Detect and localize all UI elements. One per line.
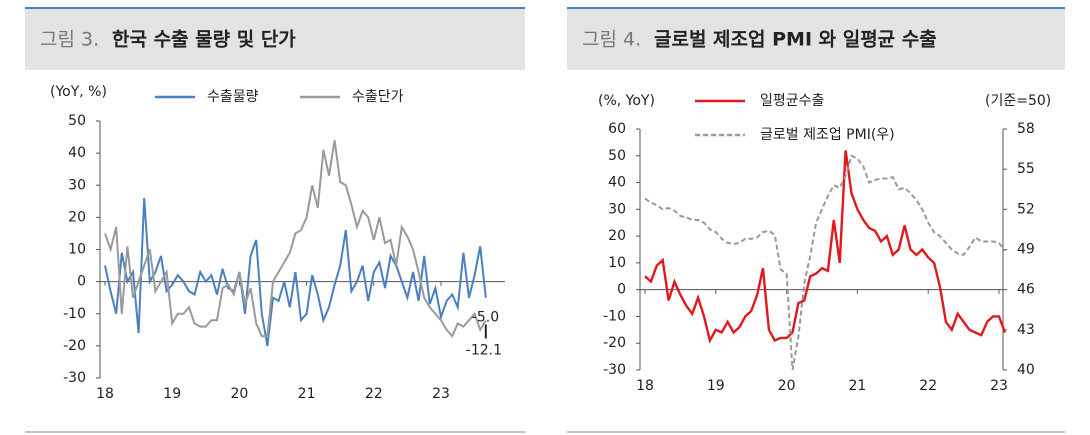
y2-tick-label: 52 [1017, 201, 1035, 217]
y-tick-label: 20 [608, 228, 626, 244]
title-bar [25, 8, 525, 70]
y2-tick-label: 49 [1017, 242, 1035, 258]
series-line [644, 150, 1007, 344]
y-tick-label: 60 [608, 121, 626, 137]
y-tick-label: 10 [608, 255, 626, 271]
x-tick-label: 22 [919, 378, 937, 394]
y-tick-label: 0 [617, 282, 626, 298]
x-tick-label: 19 [163, 386, 181, 402]
y-tick-label: -10 [603, 308, 626, 324]
y-tick-label: -10 [63, 306, 86, 322]
y-tick-label: 0 [77, 274, 86, 290]
x-tick-label: 23 [990, 378, 1008, 394]
chart-title: 글로벌 제조업 PMI 와 일평균 수출 [654, 29, 937, 51]
x-tick-label: 20 [230, 386, 248, 402]
y-tick-label: -20 [603, 335, 626, 351]
y-tick-label: -20 [63, 338, 86, 354]
y-axis-label: (%, YoY) [598, 93, 655, 109]
x-tick-label: 23 [432, 386, 450, 402]
series-line [104, 140, 487, 339]
legend-label: 수출단가 [352, 89, 404, 105]
y2-tick-label: 40 [1017, 362, 1035, 378]
y-tick-label: 10 [68, 242, 86, 258]
y-tick-label: 30 [608, 201, 626, 217]
y-tick-label: -30 [603, 362, 626, 378]
y2-tick-label: 46 [1017, 282, 1035, 298]
y-tick-label: 50 [68, 113, 86, 129]
y-tick-label: 30 [68, 177, 86, 193]
y-tick-label: 20 [68, 209, 86, 225]
y2-tick-label: 58 [1017, 121, 1035, 137]
x-tick-label: 21 [848, 378, 866, 394]
y-tick-label: 50 [608, 148, 626, 164]
y-axis-label: (YoY, %) [50, 84, 107, 100]
y-tick-label: -30 [63, 370, 86, 386]
chart-title: 한국 수출 물량 및 단가 [112, 29, 296, 51]
x-tick-label: 20 [778, 378, 796, 394]
legend-label: 일평균수출 [760, 93, 825, 109]
series-line [644, 154, 1006, 371]
figure-label: 그림 4. [582, 29, 641, 51]
x-tick-label: 18 [96, 386, 114, 402]
title-bar [567, 8, 1065, 70]
y2-tick-label: 43 [1017, 322, 1035, 338]
figure-label: 그림 3. [40, 29, 99, 51]
x-tick-label: 22 [365, 386, 383, 402]
x-tick-label: 19 [707, 378, 725, 394]
y-tick-label: 40 [608, 175, 626, 191]
x-tick-label: 21 [298, 386, 316, 402]
annotation: -5.0 [472, 310, 499, 326]
y2-tick-label: 55 [1017, 161, 1035, 177]
x-tick-label: 18 [636, 378, 654, 394]
y-tick-label: 40 [68, 145, 86, 161]
series-line [104, 198, 487, 347]
legend-label: 글로벌 제조업 PMI(우) [760, 127, 895, 143]
legend-label: 수출물량 [207, 89, 259, 105]
annotation: -12.1 [466, 342, 502, 358]
y2-axis-label: (기준=50) [985, 93, 1051, 109]
